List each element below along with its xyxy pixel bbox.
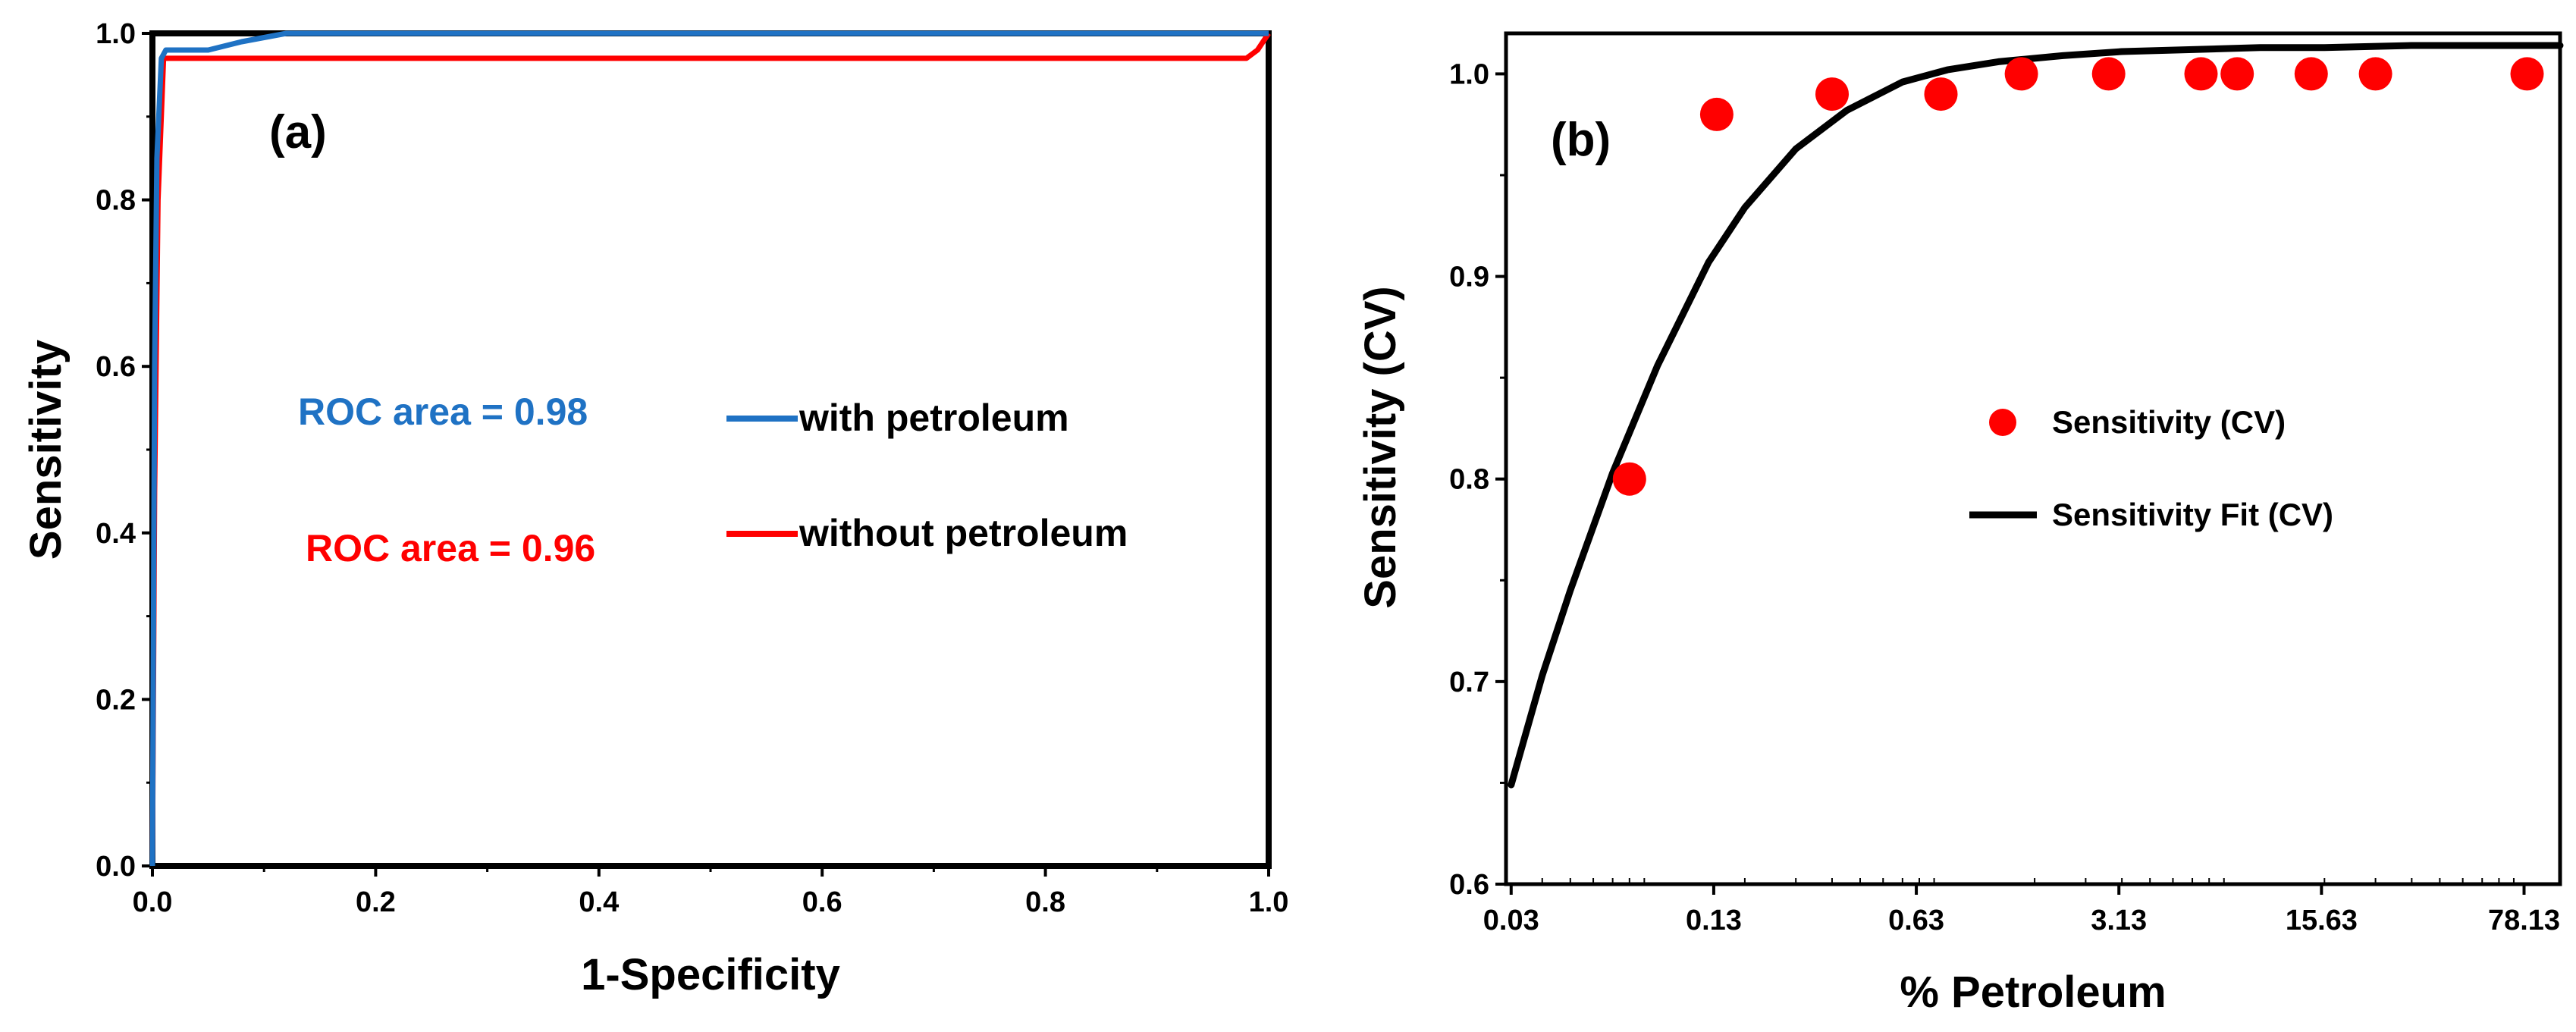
sensitivity-fit-line — [1508, 42, 2564, 789]
x-tick-label: 0.03 — [1483, 905, 1539, 936]
panel-b-label: (b) — [1551, 114, 1611, 166]
panel-b-tick-labels: 0.03 0.13 0.63 3.13 15.63 78.13 0.6 0.7 0.8 0.9 1.… — [1449, 58, 2560, 936]
y-tick-label: 0.6 — [96, 351, 136, 383]
x-tick-label: 0.2 — [356, 886, 396, 918]
sensitivity-data-point — [2510, 57, 2544, 91]
panel-b-point-series — [1612, 57, 2544, 496]
panel-b-fit-series — [1508, 42, 2564, 789]
panel-b-legend: Sensitivity (CV) Sensitivity Fit (CV) — [1969, 404, 2333, 532]
x-tick-label: 0.0 — [133, 886, 173, 918]
panel-a-x-axis-title: 1-Specificity — [581, 950, 840, 999]
y-tick-label: 0.7 — [1449, 667, 1489, 698]
y-tick-label: 0.9 — [1449, 262, 1489, 293]
panel-a-ticks — [142, 32, 1270, 877]
y-tick-label: 1.0 — [1449, 58, 1489, 90]
sensitivity-data-point — [2004, 57, 2038, 91]
x-tick-label: 0.13 — [1686, 905, 1742, 936]
sensitivity-data-point — [1815, 77, 1849, 111]
x-tick-label: 0.4 — [579, 886, 619, 918]
roc-area-without-petroleum-annotation: ROC area = 0.96 — [306, 527, 595, 569]
legend-marker-sensitivity-cv — [1989, 409, 2016, 436]
y-tick-label: 1.0 — [96, 18, 136, 50]
sensitivity-data-point — [1924, 77, 1958, 111]
x-tick-label: 78.13 — [2488, 905, 2560, 936]
x-tick-label: 0.6 — [802, 886, 842, 918]
y-tick-label: 0.8 — [1449, 464, 1489, 496]
panel-a-label: (a) — [269, 106, 327, 158]
panel-b-plot-frame — [1504, 31, 2562, 886]
sensitivity-data-point — [2358, 57, 2392, 91]
legend-label-without-petroleum: without petroleum — [799, 512, 1128, 554]
x-tick-label: 0.8 — [1025, 886, 1065, 918]
legend-label-sensitivity-fit-cv: Sensitivity Fit (CV) — [2052, 497, 2333, 532]
sensitivity-data-point — [2294, 57, 2328, 91]
x-tick-label: 15.63 — [2286, 905, 2358, 936]
panel-a-tick-labels: 0.0 0.2 0.4 0.6 0.8 1.0 0.0 0.2 0.4 0.6 0.8 1.0 — [96, 18, 1288, 918]
panel-a-legend: with petroleum without petroleum — [726, 397, 1128, 554]
sensitivity-data-point — [2220, 57, 2254, 91]
y-tick-label: 0.4 — [96, 518, 136, 550]
y-tick-label: 0.2 — [96, 684, 136, 716]
panel-a-series — [149, 30, 1271, 867]
sensitivity-data-point — [1699, 97, 1734, 131]
panel-a-y-axis-title: Sensitivity — [21, 340, 71, 560]
sensitivity-data-point — [1612, 462, 1646, 496]
sensitivity-data-point — [2184, 57, 2218, 91]
y-tick-label: 0.6 — [1449, 869, 1489, 901]
panel-a-roc-chart: 0.0 0.2 0.4 0.6 0.8 1.0 0.0 0.2 0.4 0.6 0.8 1.0 (a)… — [21, 18, 1288, 999]
y-tick-label: 0.0 — [96, 851, 136, 883]
roc-area-with-petroleum-annotation: ROC area = 0.98 — [298, 391, 588, 433]
sensitivity-data-point — [2091, 57, 2126, 91]
series-line-with-petroleum — [149, 30, 1269, 867]
x-tick-label: 3.13 — [2091, 905, 2147, 936]
x-tick-label: 1.0 — [1249, 886, 1289, 918]
y-tick-label: 0.8 — [96, 185, 136, 217]
panel-b-ticks — [1495, 72, 2526, 895]
x-tick-label: 0.63 — [1888, 905, 1944, 936]
legend-label-with-petroleum: with petroleum — [799, 397, 1069, 439]
legend-label-sensitivity-cv: Sensitivity (CV) — [2052, 404, 2286, 440]
panel-b-sensitivity-chart: 0.03 0.13 0.63 3.13 15.63 78.13 0.6 0.7 0.8 0.9 1.… — [1356, 31, 2564, 1017]
panel-b-y-axis-title: Sensitivity (CV) — [1356, 286, 1405, 608]
panel-b-x-axis-title: % Petroleum — [1900, 968, 2166, 1017]
